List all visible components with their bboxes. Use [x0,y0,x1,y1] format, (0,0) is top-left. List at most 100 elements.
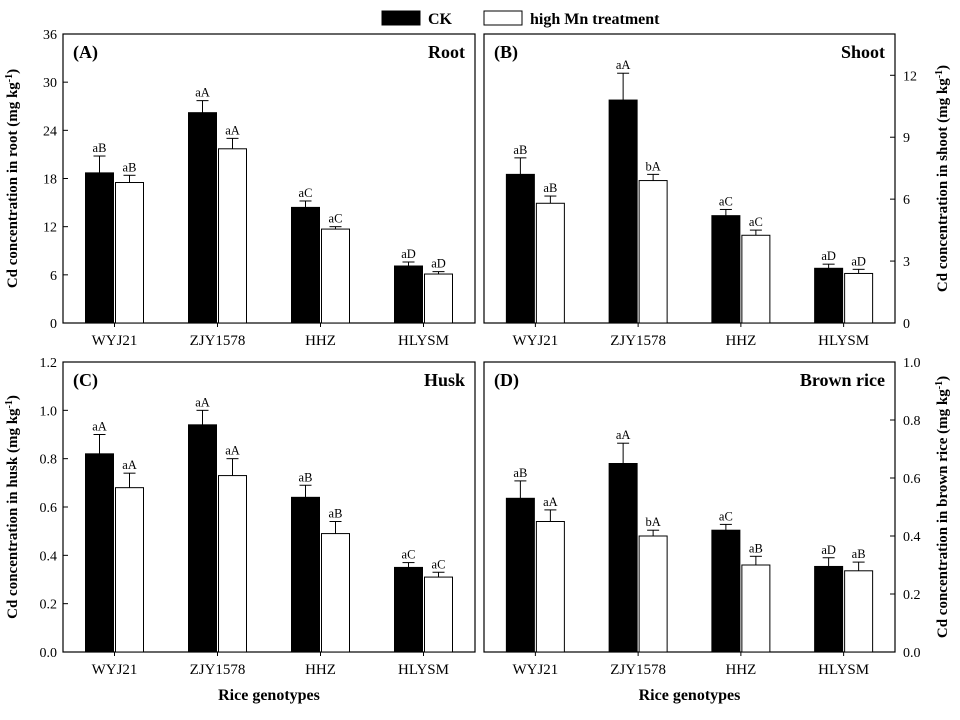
y-tick-label: 1.0 [903,356,921,371]
bar-high-mn [535,521,565,653]
significance-label: aA [195,395,210,409]
x-tick-label: ZJY1578 [610,333,666,349]
y-axis-label: Cd concentration in brown rice (mg kg-1) [934,376,952,638]
significance-label: aC [329,212,343,226]
panel-title: Brown rice [800,370,885,390]
y-tick-label: 0.6 [40,501,58,516]
x-tick-label: WYJ21 [512,662,558,678]
significance-label: aC [719,509,733,523]
bar-high-mn [638,535,668,653]
y-axis-label: Cd concentration in root (mg kg-1) [4,69,22,288]
bar-ck [608,463,638,653]
significance-label: aB [513,466,527,480]
legend-swatch-high-mn [483,10,523,26]
y-tick-label: 0.2 [40,598,58,613]
bar-high-mn [741,234,771,324]
bar-high-mn [424,576,453,653]
y-tick-label: 18 [43,173,57,188]
bar-high-mn [218,148,247,324]
significance-label: aB [93,141,107,155]
significance-label: aB [513,143,527,157]
x-tick-label: HLYSM [398,333,449,349]
panel-title: Shoot [841,42,885,62]
bar-ck [85,453,114,653]
y-tick-label: 12 [903,69,917,84]
bar-ck [85,172,114,324]
y-tick-label: 1.0 [40,404,58,419]
panel-label: (C) [73,370,98,391]
y-tick-label: 0 [50,317,57,332]
significance-label: aB [123,160,137,174]
bar-ck [814,267,844,324]
bar-high-mn [321,533,350,653]
significance-label: aA [543,495,558,509]
bar-ck [394,566,423,653]
x-tick-label: ZJY1578 [610,662,666,678]
significance-label: aA [225,444,240,458]
y-tick-label: 0.6 [903,472,921,487]
y-tick-label: 6 [903,193,910,208]
bar-high-mn [844,272,874,324]
legend: CK high Mn treatment [381,10,660,28]
y-tick-label: 36 [43,28,57,43]
y-tick-label: 0.8 [903,414,921,429]
y-tick-label: 0.2 [903,588,921,603]
bar-ck [291,496,320,653]
bar-high-mn [115,182,144,324]
y-axis-label: Cd concentration in husk (mg kg-1) [4,395,22,619]
x-axis-label: Rice genotypes [639,687,741,704]
bar-ck [711,215,741,324]
bar-high-mn [321,228,350,324]
bar-high-mn [844,570,874,653]
significance-label: aB [852,547,866,561]
panel-shoot: 0 3 6 9 12 Cd concentration in shoot (mg kg-1… [483,33,951,349]
significance-label: aB [299,470,313,484]
bar-ck [188,112,217,324]
x-tick-label: HLYSM [398,662,449,678]
significance-label: aA [616,428,631,442]
significance-label: aD [851,254,866,268]
bar-high-mn [638,180,668,324]
significance-label: aC [299,186,313,200]
legend-label-ck: CK [428,11,453,28]
significance-label: aB [543,181,557,195]
panel-title: Root [428,42,465,62]
significance-label: aA [195,86,210,100]
y-tick-label: 0.0 [40,646,58,661]
legend-label-high-mn: high Mn treatment [530,11,660,28]
significance-label: aA [616,58,631,72]
significance-label: aD [821,249,836,263]
significance-label: aD [431,257,446,271]
x-tick-label: ZJY1578 [190,662,246,678]
significance-label: aA [225,123,240,137]
y-tick-label: 3 [903,255,910,270]
bar-ck [711,529,741,653]
y-tick-label: 1.2 [40,356,58,371]
y-tick-label: 0.0 [903,646,921,661]
significance-label: bA [645,515,660,529]
significance-label: aD [821,543,836,557]
x-axis-label: Rice genotypes [218,687,320,704]
bar-ck [188,424,217,653]
bar-high-mn [218,475,247,653]
panel-husk: 0.0 0.2 0.4 0.6 0.8 1.0 1.2 Cd concentration in… [4,356,476,704]
bar-ck [291,206,320,324]
y-tick-label: 0.8 [40,453,58,468]
x-tick-label: HHZ [305,662,336,678]
y-tick-label: 9 [903,131,910,146]
bar-high-mn [741,564,771,653]
significance-label: aB [749,541,763,555]
y-tick-label: 0.4 [903,530,921,545]
x-tick-label: HHZ [725,333,756,349]
x-tick-label: HLYSM [818,333,869,349]
x-tick-label: HHZ [305,333,336,349]
y-tick-label: 12 [43,221,57,236]
panel-label: (D) [494,370,519,391]
panel-label: (B) [494,42,518,63]
significance-label: aC [432,557,446,571]
bar-ck [814,565,844,653]
significance-label: aD [401,247,416,261]
plot-frame [483,33,896,324]
x-tick-label: WYJ21 [92,662,138,678]
